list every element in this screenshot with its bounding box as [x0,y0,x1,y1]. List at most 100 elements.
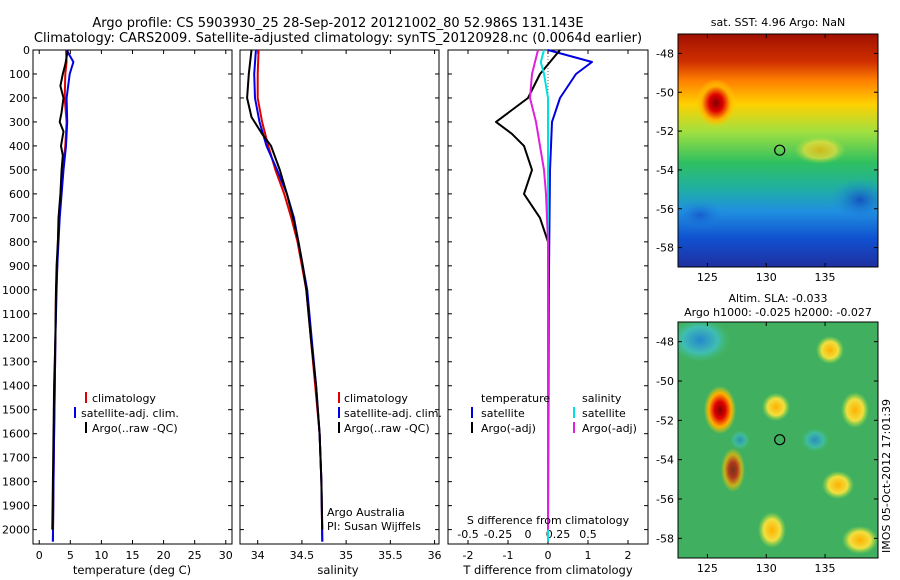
x-tick-label: 2 [625,549,632,562]
s-difference-tick-label: 0.5 [579,528,597,541]
x-tick-label: 10 [94,549,108,562]
lat-tick-label: -58 [656,242,674,255]
legend-swatch-satellite [74,407,76,418]
salinity-x-label: salinity [317,563,358,577]
depth-tick-label: 1400 [2,380,30,393]
lat-tick-label: -48 [656,336,674,349]
x-tick-label: 1 [585,549,592,562]
sst-warm-patch [794,136,846,164]
legend-swatch-t-argo [471,422,473,433]
x-tick-label: 30 [219,549,233,562]
lat-tick-label: -54 [656,164,674,177]
depth-tick-label: 1300 [2,356,30,369]
lat-tick-label: -50 [656,375,674,388]
lat-tick-label: -56 [656,493,674,506]
x-tick-label: -1 [503,549,514,562]
lat-tick-label: -52 [656,414,674,427]
depth-tick-label: 1200 [2,332,30,345]
depth-tick-label: 1000 [2,284,30,297]
legend-label-satellite: satellite-adj. clim. [344,407,442,420]
depth-tick-label: 1600 [2,428,30,441]
depth-tick-label: 100 [9,68,30,81]
legend-label-t-argo: Argo(-adj) [481,422,536,435]
legend-swatch-s-satellite [573,407,575,418]
sst-cold-patch-east [830,178,878,222]
x-tick-label: -2 [463,549,474,562]
salinity-difference-scale: -0.5 -0.25 0 0.25 0.5 [457,528,596,541]
depth-tick-label: 800 [9,236,30,249]
depth-tick-label: 1900 [2,500,30,513]
salinity-profiles [246,49,324,542]
sst-cold-patch-west [678,199,726,231]
x-tick-label: 35.5 [378,549,403,562]
credit-pi: PI: Susan Wijffels [327,520,421,533]
lon-tick-label: 125 [697,562,718,575]
legend-label-s-argo: Argo(-adj) [582,422,637,435]
lat-tick-label: -54 [656,454,674,467]
lat-tick-label: -52 [656,125,674,138]
temperature-profiles [51,49,75,542]
s-difference-tick-label: -0.25 [484,528,512,541]
difference-x-axis: -2 -1 0 1 2 [463,50,632,562]
difference-legend: temperature salinity satellite Argo(-adj… [471,392,637,435]
legend-swatch-satellite [338,407,340,418]
legend-label-satellite: satellite-adj. clim. [81,407,179,420]
legend-title-temperature: temperature [481,392,550,405]
depth-tick-label: 2000 [2,524,30,537]
s-difference-tick-label: -0.5 [457,528,478,541]
sla-low-mid [801,428,829,452]
sst-field [678,34,878,267]
argo-float-marker [774,434,786,446]
x-tick-label: 20 [157,549,171,562]
lon-tick-label: 135 [815,562,836,575]
figure-title-line2: Climatology: CARS2009. Satellite-adjuste… [34,31,642,46]
legend-label-climatology: climatology [92,392,156,405]
temperature-panel: 0100200300400500600700800900100011001200… [2,44,233,577]
x-tick-label: 15 [126,549,140,562]
sst-map-axes: 125 130 135 -48 -50 -52 -54 -56 -58 [656,34,878,284]
salinity-panel: 34 34.5 35 35.5 36 salinity climatology sate… [239,49,442,577]
t-difference-label: T difference from climatology [462,563,633,577]
legend-label-climatology: climatology [344,392,408,405]
sla-map-frame [677,321,879,559]
s-difference-tick-label: 0 [525,528,532,541]
sla-high-eddy [704,386,736,434]
credit-argo-australia: Argo Australia [327,506,405,519]
lat-tick-label: -48 [656,47,674,60]
argo-float-marker [774,144,786,156]
lon-tick-label: 125 [697,271,718,284]
profile-line [529,49,549,530]
lon-tick-label: 130 [756,562,777,575]
depth-tick-label: 1700 [2,452,30,465]
lat-tick-label: -50 [656,86,674,99]
legend-label-argo: Argo(..raw -QC) [344,422,430,435]
salinity-depth-ticks [240,49,439,531]
sla-low-west [730,430,750,450]
salinity-legend: climatology satellite-adj. clim. Argo(..… [338,392,442,435]
sst-map-title: sat. SST: 4.96 Argo: NaN [711,16,845,29]
difference-depth-ticks [448,49,648,531]
depth-tick-label: 1500 [2,404,30,417]
depth-tick-label: 400 [9,140,30,153]
depth-tick-label: 600 [9,188,30,201]
depth-tick-label: 0 [23,44,30,57]
lat-tick-label: -56 [656,203,674,216]
x-tick-label: 5 [67,549,74,562]
depth-tick-label: 200 [9,92,30,105]
lon-tick-label: 135 [815,271,836,284]
x-tick-label: 25 [188,549,202,562]
temperature-x-label: temperature (deg C) [73,563,191,577]
x-tick-label: 36 [428,549,442,562]
depth-tick-label: 1800 [2,476,30,489]
legend-label-s-satellite: satellite [582,407,626,420]
depth-tick-label: 700 [9,212,30,225]
sla-map-subtitle: Argo h1000: -0.025 h2000: -0.027 [684,306,872,319]
x-tick-label: 0 [545,549,552,562]
depth-tick-label: 900 [9,260,30,273]
sla-map: Altim. SLA: -0.033 Argo h1000: -0.025 h2… [656,292,879,575]
legend-title-salinity: salinity [582,392,622,405]
lon-tick-label: 130 [756,271,777,284]
s-difference-label: S difference from climatology [467,514,630,527]
figure-title-line1: Argo profile: CS 5903930_25 28-Sep-2012 … [92,16,583,31]
